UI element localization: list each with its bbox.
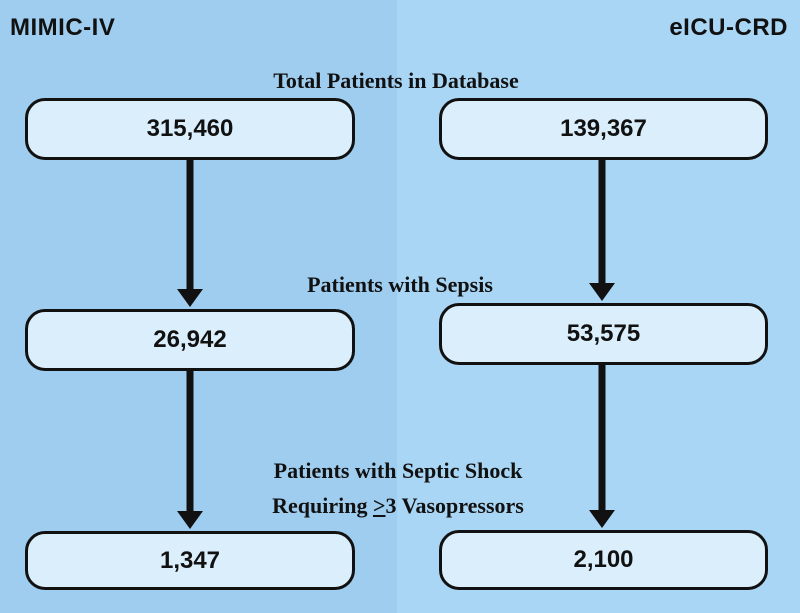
eicu-sepsis-count: 53,575 bbox=[566, 320, 641, 347]
shock-label-suffix: 3 Vasopressors bbox=[385, 493, 524, 518]
eicu-total-count: 139,367 bbox=[560, 115, 647, 142]
eicu-total-box: 139,367 bbox=[439, 98, 768, 160]
stage-sepsis-label: Patients with Sepsis bbox=[307, 272, 493, 297]
stage-shock-label-line2: Requiring >3 Vasopressors bbox=[0, 491, 798, 521]
mimic-shock-count: 1,347 bbox=[159, 546, 221, 574]
greater-equal-symbol: > bbox=[372, 493, 386, 518]
stage-total-label: Total Patients in Database bbox=[273, 68, 519, 93]
mimic-sepsis-count: 26,942 bbox=[153, 326, 227, 353]
eicu-shock-count: 2,100 bbox=[573, 546, 634, 573]
mimic-sepsis-box: 26,942 bbox=[25, 309, 355, 371]
eicu-sepsis-box: 53,575 bbox=[439, 303, 768, 365]
eicu-shock-box: 2,100 bbox=[439, 530, 768, 590]
mimic-total-count: 315,460 bbox=[146, 115, 234, 142]
mimic-total-box: 315,460 bbox=[25, 98, 355, 160]
shock-label-prefix: Requiring bbox=[272, 493, 373, 518]
mimic-title: MIMIC-IV bbox=[10, 14, 116, 41]
mimic-shock-box: 1,347 bbox=[25, 531, 355, 590]
eicu-title: eICU-CRD bbox=[669, 14, 788, 41]
stage-shock-label-line1: Patients with Septic Shock bbox=[273, 458, 523, 483]
